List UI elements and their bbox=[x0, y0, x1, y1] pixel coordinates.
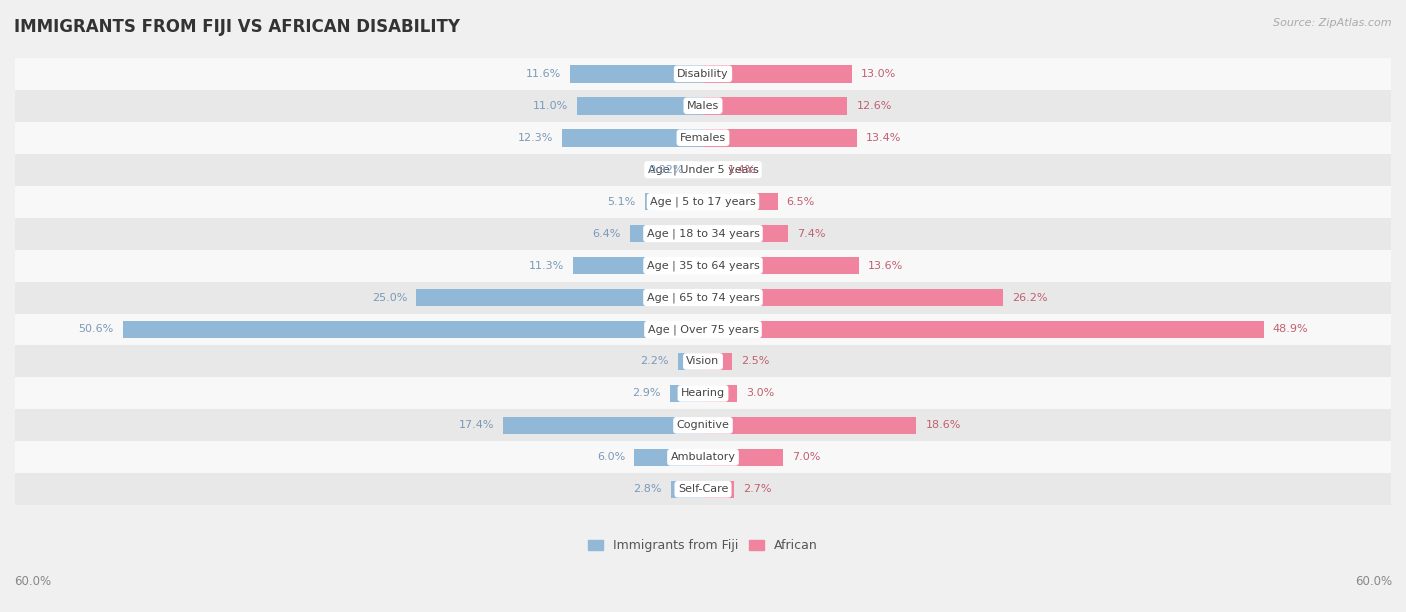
Bar bbox=[15, 313, 1391, 345]
Bar bbox=[15, 154, 1391, 185]
Text: 18.6%: 18.6% bbox=[925, 420, 960, 430]
Legend: Immigrants from Fiji, African: Immigrants from Fiji, African bbox=[583, 534, 823, 557]
Text: 2.5%: 2.5% bbox=[741, 356, 769, 367]
Text: 7.0%: 7.0% bbox=[793, 452, 821, 462]
Text: 60.0%: 60.0% bbox=[14, 575, 51, 588]
Bar bbox=[703, 225, 787, 242]
Bar bbox=[503, 417, 703, 434]
Text: 2.9%: 2.9% bbox=[633, 389, 661, 398]
Text: 5.1%: 5.1% bbox=[607, 196, 636, 207]
Bar bbox=[703, 257, 859, 274]
Bar bbox=[416, 289, 703, 307]
Text: 50.6%: 50.6% bbox=[79, 324, 114, 335]
Text: Age | Over 75 years: Age | Over 75 years bbox=[648, 324, 758, 335]
Text: 6.0%: 6.0% bbox=[596, 452, 626, 462]
Text: 48.9%: 48.9% bbox=[1272, 324, 1309, 335]
Bar bbox=[634, 449, 703, 466]
Text: 12.3%: 12.3% bbox=[517, 133, 553, 143]
Text: Self-Care: Self-Care bbox=[678, 484, 728, 494]
Text: 60.0%: 60.0% bbox=[1355, 575, 1392, 588]
Text: 11.3%: 11.3% bbox=[529, 261, 564, 271]
Bar bbox=[122, 321, 703, 338]
Bar bbox=[644, 193, 703, 211]
Text: Females: Females bbox=[681, 133, 725, 143]
Text: Age | 5 to 17 years: Age | 5 to 17 years bbox=[650, 196, 756, 207]
Text: IMMIGRANTS FROM FIJI VS AFRICAN DISABILITY: IMMIGRANTS FROM FIJI VS AFRICAN DISABILI… bbox=[14, 18, 460, 36]
Bar bbox=[703, 449, 783, 466]
Text: 11.6%: 11.6% bbox=[526, 69, 561, 79]
Text: Age | 18 to 34 years: Age | 18 to 34 years bbox=[647, 228, 759, 239]
Bar bbox=[703, 65, 852, 83]
Bar bbox=[703, 193, 778, 211]
Text: 26.2%: 26.2% bbox=[1012, 293, 1047, 302]
Bar bbox=[15, 345, 1391, 378]
Bar bbox=[703, 417, 917, 434]
Text: 13.4%: 13.4% bbox=[866, 133, 901, 143]
Bar bbox=[576, 97, 703, 114]
Bar bbox=[15, 250, 1391, 282]
Text: Age | Under 5 years: Age | Under 5 years bbox=[648, 165, 758, 175]
Bar bbox=[15, 409, 1391, 441]
Text: Ambulatory: Ambulatory bbox=[671, 452, 735, 462]
Bar bbox=[15, 441, 1391, 473]
Text: 25.0%: 25.0% bbox=[371, 293, 408, 302]
Bar bbox=[703, 353, 731, 370]
Bar bbox=[703, 161, 718, 179]
Bar bbox=[15, 58, 1391, 90]
Text: Cognitive: Cognitive bbox=[676, 420, 730, 430]
Bar bbox=[15, 122, 1391, 154]
Text: Disability: Disability bbox=[678, 69, 728, 79]
Text: 6.4%: 6.4% bbox=[592, 229, 620, 239]
Text: 7.4%: 7.4% bbox=[797, 229, 825, 239]
Text: 2.7%: 2.7% bbox=[744, 484, 772, 494]
Text: 1.4%: 1.4% bbox=[728, 165, 756, 174]
Bar bbox=[15, 282, 1391, 313]
Bar bbox=[15, 218, 1391, 250]
Bar bbox=[562, 129, 703, 146]
Text: Hearing: Hearing bbox=[681, 389, 725, 398]
Bar bbox=[574, 257, 703, 274]
Bar bbox=[703, 384, 737, 402]
Bar bbox=[678, 353, 703, 370]
Bar bbox=[703, 321, 1264, 338]
Text: 2.2%: 2.2% bbox=[640, 356, 669, 367]
Bar bbox=[671, 480, 703, 498]
Bar bbox=[703, 97, 848, 114]
Text: Vision: Vision bbox=[686, 356, 720, 367]
Text: Males: Males bbox=[688, 101, 718, 111]
Text: 6.5%: 6.5% bbox=[787, 196, 815, 207]
Text: Source: ZipAtlas.com: Source: ZipAtlas.com bbox=[1274, 18, 1392, 28]
Text: 2.8%: 2.8% bbox=[633, 484, 662, 494]
Text: 0.92%: 0.92% bbox=[648, 165, 683, 174]
Bar bbox=[15, 90, 1391, 122]
Text: Age | 35 to 64 years: Age | 35 to 64 years bbox=[647, 260, 759, 271]
Bar bbox=[569, 65, 703, 83]
Text: Age | 65 to 74 years: Age | 65 to 74 years bbox=[647, 293, 759, 303]
Bar bbox=[703, 480, 734, 498]
Bar bbox=[630, 225, 703, 242]
Bar bbox=[15, 473, 1391, 506]
Bar bbox=[669, 384, 703, 402]
Bar bbox=[703, 289, 1004, 307]
Text: 12.6%: 12.6% bbox=[856, 101, 891, 111]
Bar bbox=[692, 161, 703, 179]
Bar bbox=[15, 185, 1391, 218]
Text: 11.0%: 11.0% bbox=[533, 101, 568, 111]
Text: 17.4%: 17.4% bbox=[458, 420, 495, 430]
Text: 3.0%: 3.0% bbox=[747, 389, 775, 398]
Text: 13.0%: 13.0% bbox=[862, 69, 897, 79]
Text: 13.6%: 13.6% bbox=[868, 261, 904, 271]
Bar bbox=[15, 378, 1391, 409]
Bar bbox=[703, 129, 856, 146]
